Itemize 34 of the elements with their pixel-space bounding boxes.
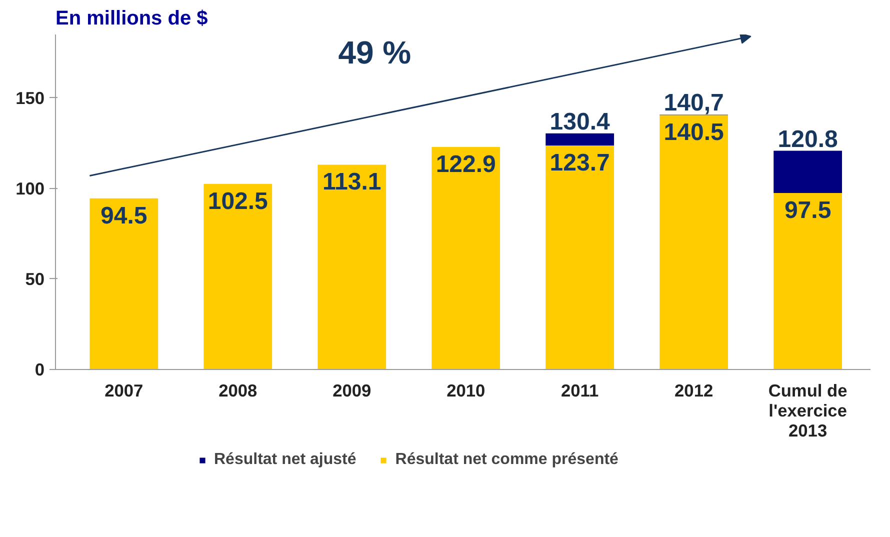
bar xyxy=(546,133,614,146)
bar xyxy=(774,192,842,370)
y-tick-label: 100 xyxy=(16,178,45,198)
data-label: 122.9 xyxy=(436,150,496,178)
total-label: 120.8 xyxy=(778,126,838,153)
x-tick-label: 2012 xyxy=(674,380,714,400)
x-tick-label: 2008 xyxy=(218,380,258,400)
bar xyxy=(660,115,728,370)
y-tick-label: 50 xyxy=(25,268,45,289)
chart-title: En millions de $ xyxy=(56,8,208,30)
data-label: 94.5 xyxy=(100,202,148,230)
x-tick-label: Cumul de l'exercice 2013 xyxy=(768,380,848,440)
x-tick-label: 2007 xyxy=(104,380,144,400)
y-tick-label: 150 xyxy=(16,88,45,108)
data-label: 102.5 xyxy=(208,188,268,215)
data-label: 97.5 xyxy=(784,196,832,224)
bar xyxy=(90,198,158,370)
data-label: 123.7 xyxy=(550,150,610,177)
bar xyxy=(546,146,614,370)
bar xyxy=(318,164,386,370)
x-tick-label: 2011 xyxy=(561,380,599,400)
x-tick-label: 2010 xyxy=(446,380,486,400)
total-label: 140,7 xyxy=(664,90,724,117)
x-tick-label: 2009 xyxy=(332,380,372,400)
annotation: 49 % xyxy=(338,34,412,71)
legend-label: Résultat net comme présenté xyxy=(395,451,618,469)
data-label: 113.1 xyxy=(322,168,382,196)
legend-label: Résultat net ajusté xyxy=(214,451,356,469)
bar xyxy=(204,184,272,370)
data-label: 140.5 xyxy=(664,119,724,146)
bar xyxy=(774,150,842,193)
total-label: 130.4 xyxy=(550,108,611,136)
y-tick-label: 0 xyxy=(34,360,45,380)
bar xyxy=(432,146,500,370)
